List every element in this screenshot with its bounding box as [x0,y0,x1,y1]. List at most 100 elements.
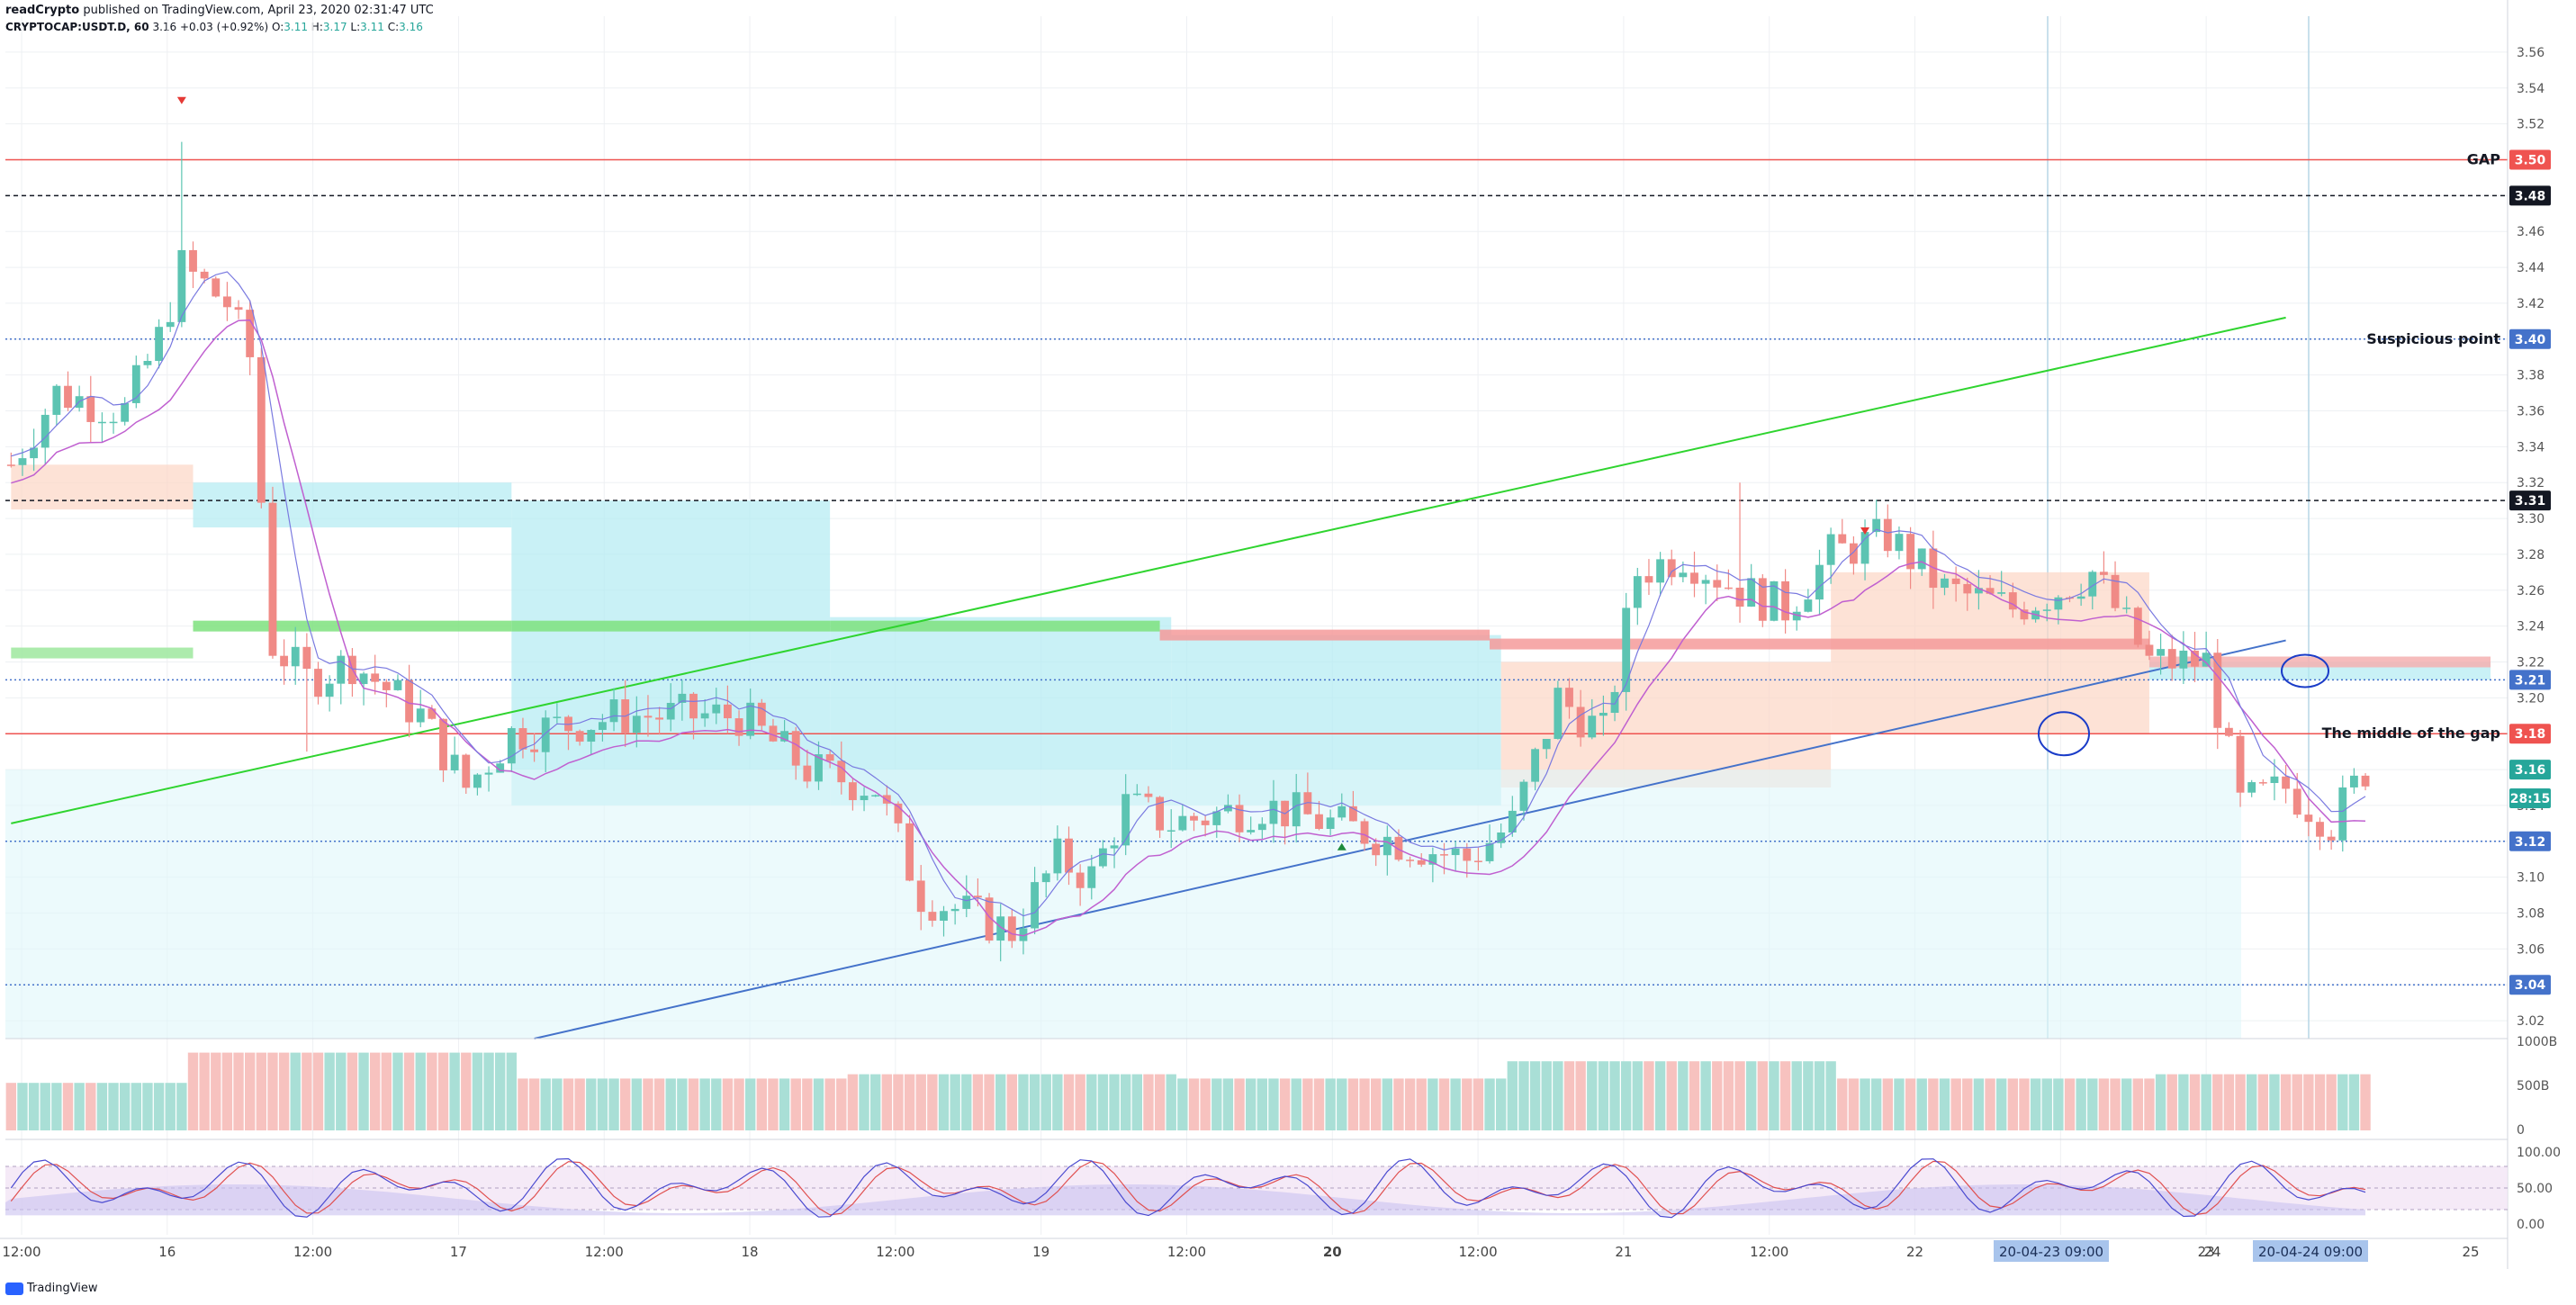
oscillator-tick-label: 100.00 [2517,1146,2561,1160]
volume-bar [1086,1074,1097,1130]
volume-bar [119,1083,131,1130]
candle-body [1485,842,1494,861]
candle-body [1713,580,1722,588]
candle-body [2304,814,2313,823]
kumo-band [2148,656,2491,668]
volume-bar [1313,1078,1325,1130]
candle-body [712,704,721,714]
candle-body [769,725,778,742]
candle-body [1110,845,1119,849]
volume-bar [1632,1061,1644,1130]
volume-bar [2155,1074,2166,1130]
candle-body [1724,587,1733,590]
volume-bar [267,1052,278,1130]
symbol-name[interactable]: CRYPTOCAP:USDT.D, 60 [5,21,149,33]
time-tick-label: 17 [450,1244,467,1260]
volume-bar [1825,1061,1836,1130]
volume-bar [187,1052,199,1130]
volume-bar [2269,1074,2280,1130]
price-chart[interactable]: GAP Suspicious point The middle of the gap… [0,0,2576,1278]
candle-body [41,414,50,448]
candle-body [131,364,140,403]
candle-body [2292,788,2301,815]
close-label: C: [387,21,400,33]
price-tag [2509,831,2551,851]
open-value: 3.11 [284,21,308,33]
price-tag [2509,490,2551,511]
volume-bar [802,1078,813,1130]
volume-bar [86,1083,96,1130]
annotation-label: The middle of the gap [2322,724,2500,742]
price-tag-label: 3.04 [2515,978,2546,993]
candle-body [2088,572,2097,597]
volume-bar [1995,1078,2007,1130]
candle-body [1986,588,1995,594]
volume-bar [1177,1078,1188,1130]
volume-bar [768,1078,779,1130]
candle-body [530,749,539,752]
volume-bar [1370,1078,1382,1130]
volume-bar [1006,1074,1018,1130]
volume-bar [1563,1061,1575,1130]
volume-bar [1609,1061,1620,1130]
candle-body [2202,652,2211,667]
candle-body [1360,821,1369,844]
candle-body [2236,735,2245,793]
candle-body [1690,572,1698,584]
tradingview-logo-icon[interactable] [5,1282,23,1295]
volume-bar [1712,1061,1723,1130]
time-tick-label: 12:00 [1750,1244,1788,1260]
candle-body [2327,836,2336,841]
volume-bar [1337,1078,1347,1130]
price-tick-label: 3.24 [2517,620,2544,634]
volume-bar [2257,1074,2269,1130]
volume-bar [847,1074,859,1130]
volume-bar [995,1074,1006,1130]
candle-body [155,327,164,362]
candle-body [940,911,948,922]
candle-body [553,716,562,718]
volume-bar [869,1074,881,1130]
volume-bar [881,1074,893,1130]
volume-bar [927,1074,938,1130]
time-tick-label: 12:00 [2,1244,41,1260]
price-tag-label: 3.16 [2515,763,2546,778]
price-tag-label: 3.18 [2515,727,2546,742]
price-tick-label: 3.30 [2517,512,2544,526]
volume-bar [2041,1078,2052,1130]
volume-bar [483,1052,494,1130]
volume-bar [461,1052,472,1130]
volume-bar [2121,1078,2132,1130]
footer: TradingView [5,1282,98,1295]
candle-body [2122,608,2131,609]
volume-bar [722,1078,734,1130]
time-tick-label: 24 [2203,1244,2220,1260]
volume-bar [1040,1074,1051,1130]
lagging-span-line [11,319,2366,937]
brand-name[interactable]: TradingView [27,1282,98,1295]
candle-body [916,880,925,913]
volume-bar [2110,1078,2121,1130]
candle-body [484,772,493,775]
candle-body [86,396,95,422]
publisher-name[interactable]: readCrypto [5,4,80,17]
candle-body [222,296,231,308]
candle-body [200,271,209,279]
candle-body [1644,576,1653,583]
low-value: 3.11 [360,21,384,33]
volume-bar [1894,1078,1905,1130]
volume-bar [244,1052,256,1130]
candle-body [1610,691,1619,713]
candle-body [371,673,380,682]
time-tick-label: 22 [1906,1244,1923,1260]
candle-body [337,655,346,684]
price-tick-label: 3.56 [2517,46,2544,60]
hand-drawn-circle [2038,711,2090,757]
volume-bar [437,1052,449,1130]
candle-body [1178,815,1187,831]
volume-bar [278,1052,290,1130]
trendline [534,639,2286,1040]
candle-body [2167,649,2176,669]
time-highlight-label: 20-04-24 09:00 [2258,1244,2363,1260]
volume-bar [813,1078,824,1130]
